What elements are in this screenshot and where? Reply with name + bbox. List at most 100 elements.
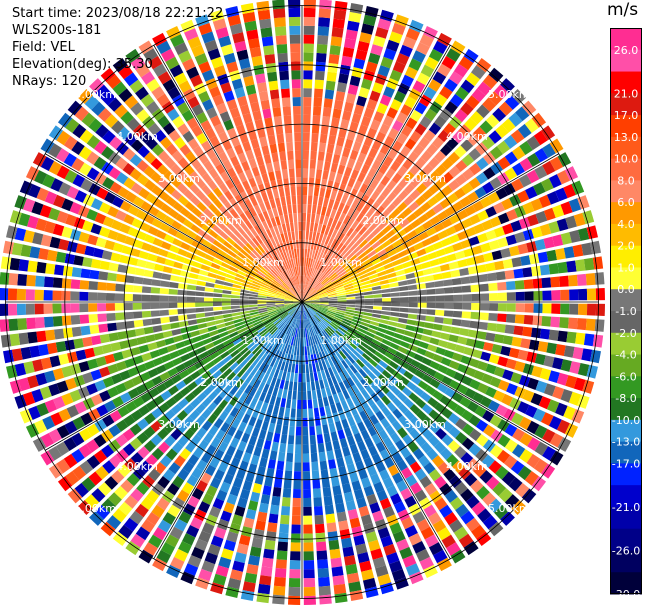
ray-gate bbox=[365, 362, 375, 371]
field-label: Field: VEL bbox=[12, 40, 75, 55]
ray-gate bbox=[303, 310, 306, 320]
ray-gate bbox=[321, 350, 328, 361]
ray-gate bbox=[124, 95, 139, 109]
ray-gate bbox=[266, 365, 273, 376]
ray-gate bbox=[296, 319, 300, 329]
ray-gate bbox=[349, 471, 359, 483]
ray-gate bbox=[171, 220, 182, 230]
ray-gate bbox=[361, 318, 371, 324]
ray-gate bbox=[279, 442, 287, 453]
ray-gate bbox=[152, 32, 167, 47]
ray-gate bbox=[265, 162, 274, 173]
ray-gate bbox=[386, 203, 396, 214]
azimuth-spoke bbox=[301, 301, 451, 559]
ray-gate bbox=[111, 219, 123, 231]
ray-gate bbox=[135, 209, 148, 221]
ray-gate bbox=[234, 276, 244, 283]
ray-gate bbox=[218, 35, 232, 48]
ray-gate bbox=[264, 54, 276, 65]
ray-gate bbox=[220, 335, 231, 342]
ray-gate bbox=[78, 146, 92, 160]
ray-gate bbox=[223, 539, 236, 552]
ray-gate bbox=[352, 283, 363, 288]
ray-gate bbox=[542, 160, 556, 176]
ray-gate bbox=[399, 255, 410, 264]
ray-gate bbox=[330, 321, 340, 328]
ray-gate bbox=[249, 217, 257, 227]
ray-gate bbox=[201, 224, 212, 234]
ray-gate bbox=[163, 170, 176, 182]
ray-gate bbox=[145, 192, 158, 205]
ray-gate bbox=[461, 437, 475, 451]
ray-gate bbox=[196, 459, 208, 472]
ray-gate bbox=[347, 84, 359, 96]
ray-gate bbox=[310, 327, 315, 336]
ray-gate bbox=[173, 335, 184, 343]
ray-gate bbox=[303, 16, 316, 27]
ray-gate bbox=[461, 375, 473, 386]
ray-gate bbox=[132, 466, 146, 480]
ray-gate bbox=[142, 115, 156, 129]
ray-gate bbox=[302, 328, 304, 338]
ray-gate bbox=[419, 34, 434, 48]
ray-gate bbox=[366, 465, 378, 477]
ray-gate bbox=[281, 497, 291, 507]
ray-gate bbox=[313, 97, 323, 107]
ray-gate bbox=[339, 528, 351, 540]
ray-gate bbox=[360, 205, 370, 216]
ray-gate bbox=[273, 17, 286, 28]
ray-gate bbox=[330, 476, 340, 487]
ray-gate bbox=[371, 240, 381, 250]
ray-gate bbox=[65, 471, 80, 486]
ray-gate bbox=[461, 153, 475, 167]
ray-gate bbox=[282, 261, 288, 271]
ray-gate bbox=[269, 89, 280, 100]
ray-gate bbox=[177, 398, 189, 409]
ray-gate bbox=[258, 293, 268, 297]
ray-gate bbox=[425, 315, 435, 323]
ray-gate bbox=[49, 236, 61, 249]
ray-gate bbox=[273, 339, 280, 349]
ray-gate bbox=[264, 393, 272, 404]
ray-gate bbox=[349, 75, 361, 87]
colorbar-segment bbox=[610, 93, 642, 116]
colorbar-segment bbox=[610, 354, 642, 377]
ray-gate bbox=[378, 429, 389, 441]
ray-gate bbox=[299, 319, 301, 329]
ray-gate bbox=[260, 341, 269, 351]
ray-gate bbox=[305, 257, 309, 267]
ray-gate bbox=[157, 476, 170, 489]
ray-gate bbox=[460, 488, 474, 502]
ray-gate bbox=[416, 72, 430, 86]
ray-gate bbox=[276, 550, 288, 560]
ray-gate bbox=[266, 467, 275, 478]
ray-gate bbox=[390, 208, 401, 218]
ray-gate bbox=[226, 98, 238, 111]
ray-gate bbox=[222, 257, 233, 266]
ray-gate bbox=[375, 388, 385, 399]
ray-gate bbox=[473, 126, 487, 140]
ray-gate bbox=[274, 278, 283, 286]
ray-gate bbox=[328, 272, 337, 280]
ray-gate bbox=[330, 36, 343, 47]
ray-gate bbox=[437, 32, 452, 47]
ray-gate bbox=[214, 384, 224, 395]
ray-gate bbox=[25, 166, 40, 181]
ray-gate bbox=[267, 208, 274, 219]
ray-gate bbox=[122, 428, 135, 442]
ray-gate bbox=[437, 461, 451, 475]
ray-gate bbox=[191, 240, 202, 249]
ray-gate bbox=[381, 187, 392, 198]
ray-gate bbox=[330, 190, 338, 201]
ray-gate bbox=[246, 563, 259, 575]
ray-gate bbox=[431, 265, 442, 274]
ray-gate bbox=[295, 302, 302, 309]
ray-gate bbox=[35, 317, 45, 329]
ray-gate bbox=[477, 360, 489, 372]
ray-gate bbox=[437, 364, 449, 374]
ray-gate bbox=[99, 260, 110, 271]
ray-gate bbox=[150, 302, 160, 309]
ray-gate bbox=[175, 231, 186, 241]
ray-gate bbox=[321, 318, 330, 326]
ray-gate bbox=[272, 316, 281, 323]
